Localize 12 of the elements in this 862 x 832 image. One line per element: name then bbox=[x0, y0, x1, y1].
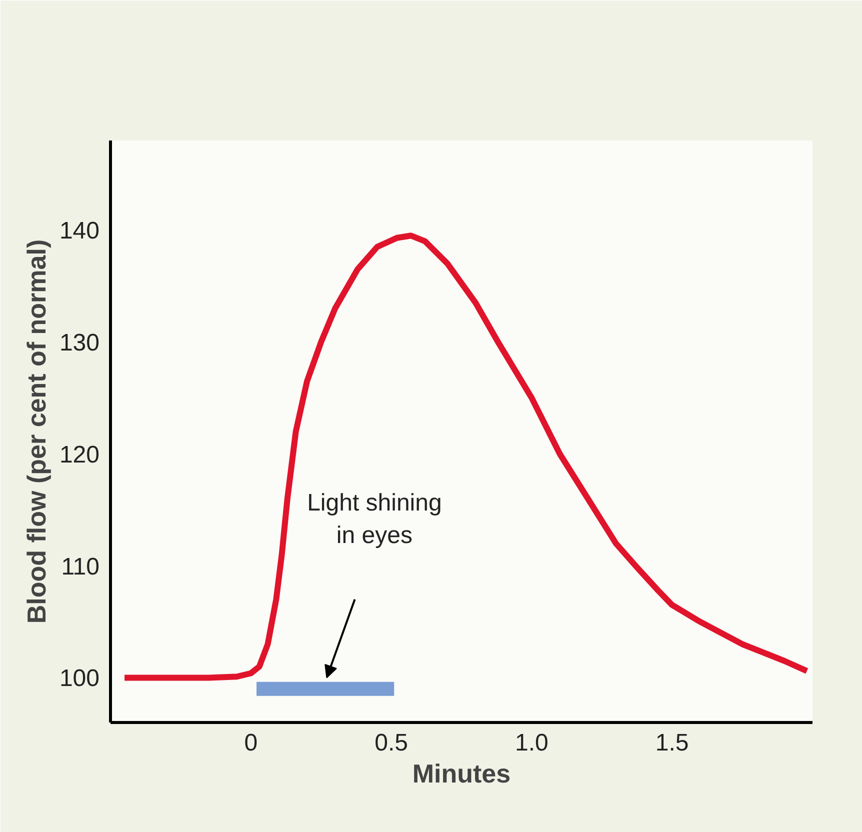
y-tick-label: 110 bbox=[61, 553, 100, 580]
y-axis-title: Blood flow (per cent of normal) bbox=[21, 239, 52, 624]
y-tick-label: 120 bbox=[59, 441, 100, 468]
x-tick-label: 1.0 bbox=[515, 730, 548, 756]
x-axis-title: Minutes bbox=[412, 758, 511, 788]
y-tick-label: 130 bbox=[59, 329, 100, 356]
x-tick-label: 0.5 bbox=[374, 730, 408, 756]
x-tick-label: 1.5 bbox=[655, 730, 689, 756]
y-tick-label: 140 bbox=[59, 218, 100, 245]
y-tick-label: 100 bbox=[59, 665, 100, 692]
annotation: Light shining in eyes bbox=[307, 490, 442, 550]
x-tick-label: 0 bbox=[244, 730, 258, 756]
